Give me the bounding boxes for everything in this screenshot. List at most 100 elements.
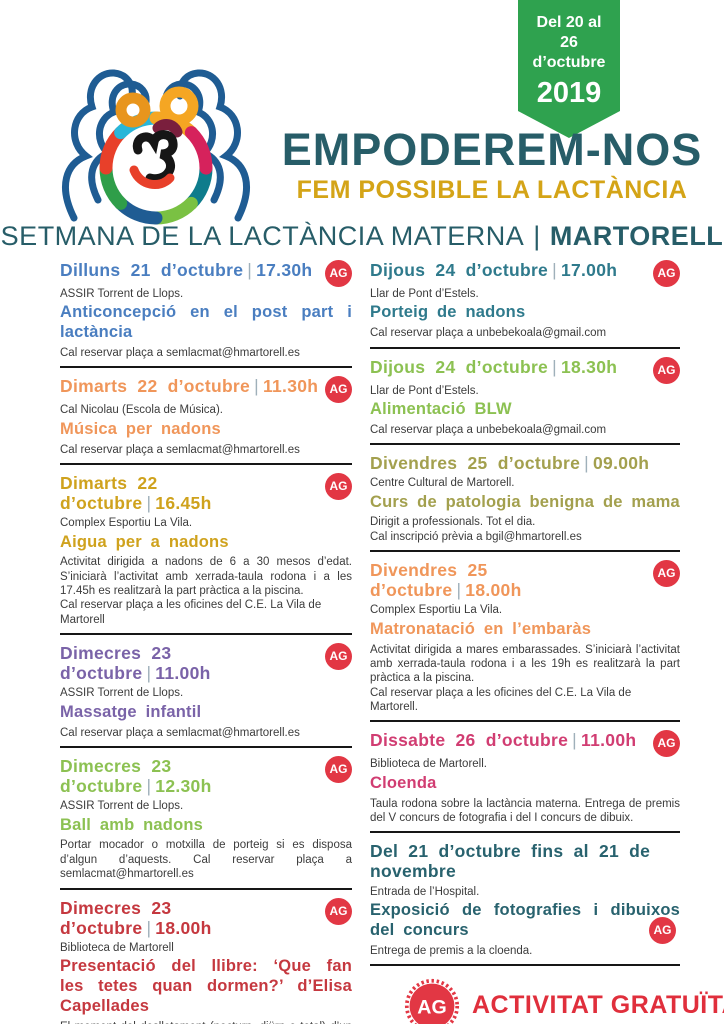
poster-subtitle: FEM POSSIBLE LA LACTÀNCIA: [296, 176, 688, 205]
event-title: Cloenda: [370, 773, 437, 792]
event-location: Centre Cultural de Martorell.: [370, 477, 515, 490]
poster-tagline: SETMANA DE LA LACTÀNCIA MATERNA | MARTOREL…: [0, 221, 724, 252]
pipe-divider: |: [146, 493, 152, 514]
event-note: Dirigit a professionals. Tot el dia.: [370, 516, 536, 529]
event-location: Biblioteca de Martorell: [60, 941, 174, 954]
ag-badge: AG: [653, 260, 680, 287]
event-date: Divendres 25 d’octubre | 09.00h: [370, 453, 680, 473]
event-date-text: Dijous 24 d’octubre: [370, 260, 549, 280]
ag-stamp-icon: AG: [404, 978, 460, 1024]
pipe-divider: |: [584, 453, 589, 474]
events-column-left: Dilluns 21 d’octubre | 17.30h AG ASSIR Tor…: [60, 260, 352, 1024]
event-title: Exposició de fotografies i dibuixos del …: [370, 900, 680, 939]
event-description: Activitat dirigida a nadons de 6 a 30 me…: [60, 556, 352, 598]
event-date: Dissabte 26 d’octubre | 11.00h: [370, 730, 647, 750]
event-date-text: Dimecres 23 d’octubre: [60, 643, 172, 684]
svg-text:AG: AG: [417, 996, 446, 1018]
ribbon-line: d’octubre: [532, 54, 606, 71]
ag-badge: AG: [325, 472, 352, 500]
event-time: 11.00h: [155, 663, 211, 684]
free-activity-banner: AG ACTIVITAT GRATUÏTA: [404, 978, 724, 1024]
event-location: Entrada de l’Hospital.: [370, 885, 480, 898]
event-title: Ball amb nadons: [60, 815, 204, 834]
event-date: Dilluns 21 d’octubre | 17.30h: [60, 260, 319, 280]
event-time: 11.00h: [581, 730, 637, 751]
event-date: Dimarts 22 d’octubre | 11.30h: [60, 376, 319, 396]
poster-header: Del 20 al 26 d’octubre 2019 EMPODEREM-NO…: [0, 0, 724, 258]
event-date-text: Divendres 25 d’octubre: [370, 560, 488, 601]
event-note: Entrega de premis a la cloenda.: [370, 944, 533, 957]
event-date: Del 21 d’octubre fins al 21 de novembre: [370, 841, 680, 881]
ag-badge: AG: [325, 643, 352, 671]
event-title: Música per nadons: [60, 419, 221, 438]
event-date-text: Dimarts 22 d’octubre: [60, 376, 251, 397]
event-date: Dijous 24 d’octubre | 17.00h: [370, 260, 647, 280]
event-date-text: Divendres 25 d’octubre: [370, 453, 581, 474]
event-location: ASSIR Torrent de Llops.: [60, 687, 184, 700]
event-date-text: Dilluns 21 d’octubre: [60, 260, 244, 280]
event-card: Dimecres 23 d’octubre | 12.30h AG ASSIR To…: [60, 755, 352, 890]
event-card: Dilluns 21 d’octubre | 17.30h AG ASSIR Tor…: [60, 260, 352, 369]
tagline-text: SETMANA DE LA LACTÀNCIA MATERNA: [0, 221, 525, 251]
event-card: Dimecres 23 d’octubre | 18.00h AG Bibliote…: [60, 897, 352, 1024]
event-card: Divendres 25 d’octubre | 18.00h AG Complex…: [370, 560, 680, 723]
tagline-city: MARTORELL: [549, 221, 724, 251]
events-column-right: Dijous 24 d’octubre | 17.00h AG Llar de Po…: [370, 260, 724, 1024]
event-note: Cal reservar plaça a semlacmat@hmartorel…: [60, 443, 300, 456]
event-time: 18.30h: [560, 356, 618, 377]
event-date: Dimecres 23 d’octubre | 18.00h: [60, 898, 319, 938]
event-description: Taula rodona sobre la lactància materna.…: [370, 797, 680, 824]
pipe-divider: |: [552, 356, 557, 377]
event-location: Biblioteca de Martorell.: [370, 758, 487, 771]
event-date: Divendres 25 d’octubre | 18.00h: [370, 560, 647, 600]
ribbon-line: Del 20 al: [536, 14, 602, 31]
event-note: Cal inscripció prèvia a bgil@hmartorell.…: [370, 530, 582, 543]
ribbon-line: 26: [560, 34, 578, 51]
event-date-text: Del 21 d’octubre fins al 21 de novembre: [370, 841, 651, 882]
event-location: Complex Esportiu La Vila.: [60, 517, 193, 530]
event-card: Dijous 24 d’octubre | 17.00h AG Llar de Po…: [370, 260, 680, 349]
event-card: Divendres 25 d’octubre | 09.00h Centre Cul…: [370, 453, 680, 553]
event-card: Dimarts 22 d’octubre | 11.30h AG Cal Nicol…: [60, 376, 352, 465]
event-location: Cal Nicolau (Escola de Música).: [60, 404, 223, 417]
event-date: Dijous 24 d’octubre | 18.30h: [370, 357, 647, 377]
event-title: Anticoncepció en el post part i lactànci…: [60, 303, 352, 342]
event-title: Curs de patologia benigna de mama: [370, 492, 680, 511]
event-note: Cal reservar plaça a semlacmat@hmartorel…: [60, 726, 300, 739]
ag-badge: AG: [325, 755, 352, 783]
event-location: Complex Esportiu La Vila.: [370, 604, 503, 617]
event-time: 12.30h: [155, 776, 212, 797]
event-card: Dimarts 22 d’octubre | 16.45h AG Complex E…: [60, 472, 352, 636]
event-title: Matronatació en l’embaràs: [370, 619, 592, 638]
event-description: El moment del deslletament (nocturn, diü…: [60, 1020, 352, 1024]
world-breastfeeding-week-logo: [62, 69, 250, 225]
event-date-text: Dimecres 23 d’octubre: [60, 897, 172, 938]
pipe-divider: |: [146, 776, 152, 797]
event-date: Dimecres 23 d’octubre | 11.00h: [60, 643, 319, 683]
event-time: 18.00h: [155, 917, 212, 938]
event-card: Dissabte 26 d’octubre | 11.00h AG Bibliote…: [370, 730, 680, 834]
event-date-text: Dimecres 23 d’octubre: [60, 755, 172, 797]
event-time: 18.00h: [465, 580, 522, 601]
event-time: 17.00h: [560, 260, 618, 280]
event-card: Dimecres 23 d’octubre | 11.00h AG ASSIR To…: [60, 643, 352, 748]
pipe-divider: |: [552, 260, 557, 280]
event-location: Llar de Pont d’Estels.: [370, 288, 479, 300]
pipe-divider: |: [572, 730, 578, 751]
event-note: Cal reservar plaça a les oficines del C.…: [60, 599, 322, 626]
pipe-divider: |: [247, 260, 253, 280]
event-location: ASSIR Torrent de Llops.: [60, 288, 184, 300]
event-card: Dijous 24 d’octubre | 18.30h AG Llar de Po…: [370, 356, 680, 446]
ag-badge: AG: [325, 897, 352, 925]
ag-badge: AG: [325, 376, 352, 404]
ag-badge: AG: [649, 916, 676, 944]
events-grid: Dilluns 21 d’octubre | 17.30h AG ASSIR Tor…: [0, 258, 724, 1024]
pipe-divider: |: [254, 376, 259, 397]
event-date-text: Dissabte 26 d’octubre: [370, 730, 569, 751]
event-note: Cal reservar plaça a semlacmat@hmartorel…: [60, 346, 300, 359]
event-description: Activitat dirigida a mares embarassades.…: [370, 643, 680, 685]
event-date: Dimarts 22 d’octubre | 16.45h: [60, 473, 319, 513]
tagline-divider: |: [533, 221, 541, 251]
event-date-text: Dimarts 22 d’octubre: [60, 472, 158, 514]
